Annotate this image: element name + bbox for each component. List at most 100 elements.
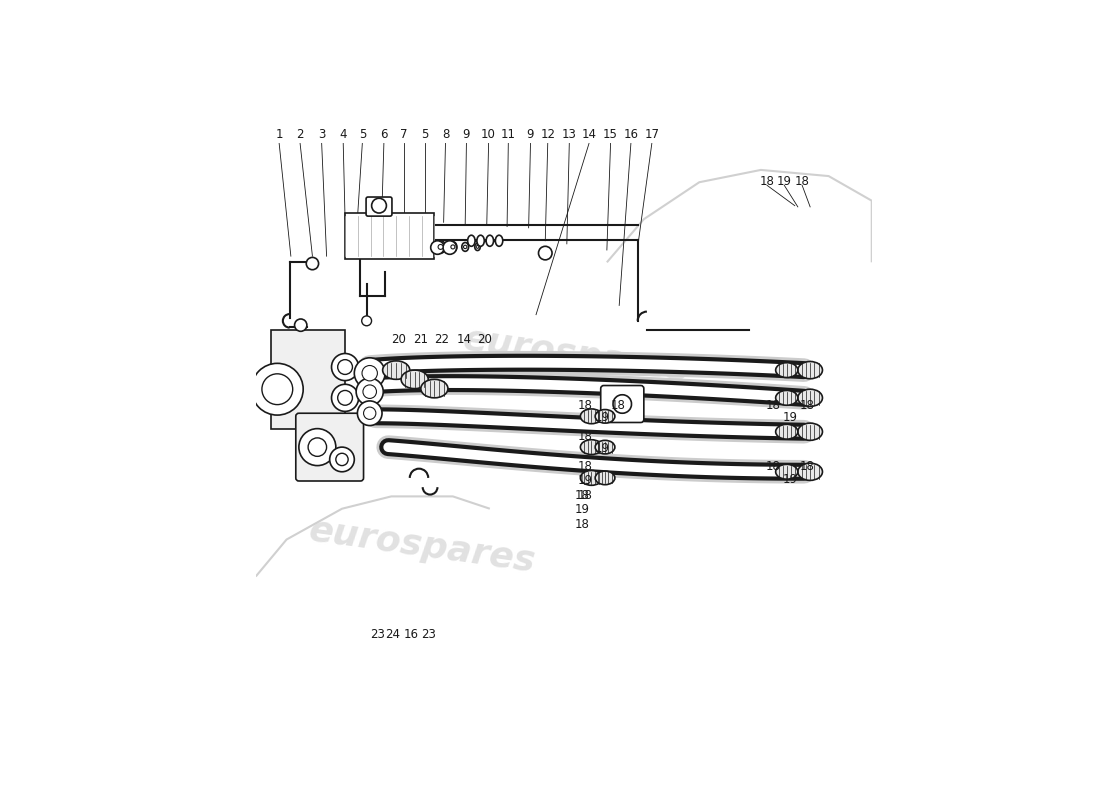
Text: 20: 20 bbox=[477, 333, 493, 346]
Text: 18: 18 bbox=[760, 174, 774, 187]
Text: 19: 19 bbox=[594, 411, 609, 424]
Circle shape bbox=[358, 401, 382, 426]
Text: 19: 19 bbox=[574, 503, 590, 517]
Ellipse shape bbox=[486, 235, 494, 246]
Text: 19: 19 bbox=[783, 473, 798, 486]
Circle shape bbox=[372, 198, 386, 213]
Ellipse shape bbox=[595, 440, 615, 454]
Ellipse shape bbox=[776, 362, 798, 378]
Ellipse shape bbox=[477, 235, 484, 246]
Circle shape bbox=[308, 438, 327, 456]
Text: 18: 18 bbox=[800, 460, 814, 474]
Ellipse shape bbox=[462, 242, 469, 251]
Text: 22: 22 bbox=[434, 333, 449, 346]
Text: 18: 18 bbox=[575, 489, 590, 502]
Ellipse shape bbox=[581, 409, 603, 424]
Text: 18: 18 bbox=[766, 398, 781, 412]
Ellipse shape bbox=[798, 390, 823, 406]
Circle shape bbox=[338, 360, 352, 374]
Text: 8: 8 bbox=[442, 128, 449, 141]
Ellipse shape bbox=[383, 361, 409, 379]
Text: 18: 18 bbox=[794, 174, 810, 187]
Ellipse shape bbox=[451, 245, 455, 249]
Ellipse shape bbox=[436, 241, 446, 254]
Text: 5: 5 bbox=[421, 128, 429, 141]
FancyBboxPatch shape bbox=[296, 414, 363, 481]
Ellipse shape bbox=[402, 370, 428, 389]
Circle shape bbox=[363, 407, 376, 419]
Circle shape bbox=[306, 258, 319, 270]
FancyBboxPatch shape bbox=[366, 197, 392, 216]
Text: 19: 19 bbox=[777, 174, 792, 187]
Text: 12: 12 bbox=[540, 128, 556, 141]
Circle shape bbox=[299, 429, 336, 466]
Ellipse shape bbox=[776, 390, 798, 406]
Text: 18: 18 bbox=[575, 518, 590, 530]
Text: 10: 10 bbox=[481, 128, 496, 141]
Ellipse shape bbox=[581, 470, 603, 486]
Ellipse shape bbox=[476, 246, 478, 248]
Circle shape bbox=[295, 319, 307, 331]
Ellipse shape bbox=[495, 235, 503, 246]
Text: 18: 18 bbox=[766, 460, 781, 474]
Circle shape bbox=[363, 385, 376, 398]
Circle shape bbox=[338, 390, 352, 406]
Ellipse shape bbox=[468, 235, 475, 246]
Circle shape bbox=[331, 354, 359, 381]
Text: 3: 3 bbox=[318, 128, 326, 141]
Text: 21: 21 bbox=[414, 333, 428, 346]
Text: 9: 9 bbox=[463, 128, 470, 141]
Text: 18: 18 bbox=[578, 460, 593, 474]
Text: 16: 16 bbox=[624, 128, 638, 141]
Text: 16: 16 bbox=[404, 629, 418, 642]
Circle shape bbox=[262, 374, 293, 405]
Circle shape bbox=[539, 246, 552, 260]
Text: 14: 14 bbox=[582, 128, 596, 141]
Text: 14: 14 bbox=[456, 333, 472, 346]
Ellipse shape bbox=[798, 423, 823, 440]
Text: eurospares: eurospares bbox=[461, 322, 692, 387]
Text: 18: 18 bbox=[578, 398, 593, 412]
Ellipse shape bbox=[581, 440, 603, 454]
Circle shape bbox=[252, 363, 304, 415]
FancyBboxPatch shape bbox=[601, 386, 643, 422]
Ellipse shape bbox=[776, 464, 798, 479]
Text: 7: 7 bbox=[399, 128, 407, 141]
Ellipse shape bbox=[438, 245, 443, 250]
Circle shape bbox=[443, 241, 456, 254]
Text: eurospares: eurospares bbox=[307, 513, 538, 578]
FancyBboxPatch shape bbox=[345, 213, 434, 259]
Circle shape bbox=[431, 241, 444, 254]
Text: 18: 18 bbox=[578, 489, 593, 502]
Text: 18: 18 bbox=[578, 430, 593, 442]
FancyBboxPatch shape bbox=[271, 330, 345, 429]
Text: 11: 11 bbox=[500, 128, 516, 141]
Text: 17: 17 bbox=[645, 128, 659, 141]
Text: 24: 24 bbox=[385, 629, 400, 642]
Text: 18: 18 bbox=[800, 398, 814, 412]
Ellipse shape bbox=[449, 242, 456, 252]
Circle shape bbox=[362, 316, 372, 326]
Circle shape bbox=[336, 454, 349, 466]
Circle shape bbox=[330, 447, 354, 472]
Circle shape bbox=[354, 358, 385, 389]
Text: 15: 15 bbox=[603, 128, 618, 141]
Circle shape bbox=[362, 366, 377, 381]
Text: 2: 2 bbox=[296, 128, 304, 141]
Ellipse shape bbox=[776, 424, 798, 439]
Text: 6: 6 bbox=[381, 128, 387, 141]
Text: 19: 19 bbox=[783, 411, 798, 424]
Text: 19: 19 bbox=[578, 474, 593, 487]
Text: 18: 18 bbox=[612, 398, 626, 412]
Ellipse shape bbox=[421, 379, 448, 398]
Ellipse shape bbox=[595, 410, 615, 423]
Text: 23: 23 bbox=[421, 629, 436, 642]
Text: 23: 23 bbox=[371, 629, 385, 642]
Ellipse shape bbox=[798, 463, 823, 480]
Text: 4: 4 bbox=[340, 128, 346, 141]
Ellipse shape bbox=[475, 243, 481, 250]
Text: 19: 19 bbox=[594, 442, 609, 455]
Text: 9: 9 bbox=[527, 128, 535, 141]
Text: 5: 5 bbox=[359, 128, 366, 141]
Ellipse shape bbox=[595, 471, 615, 485]
